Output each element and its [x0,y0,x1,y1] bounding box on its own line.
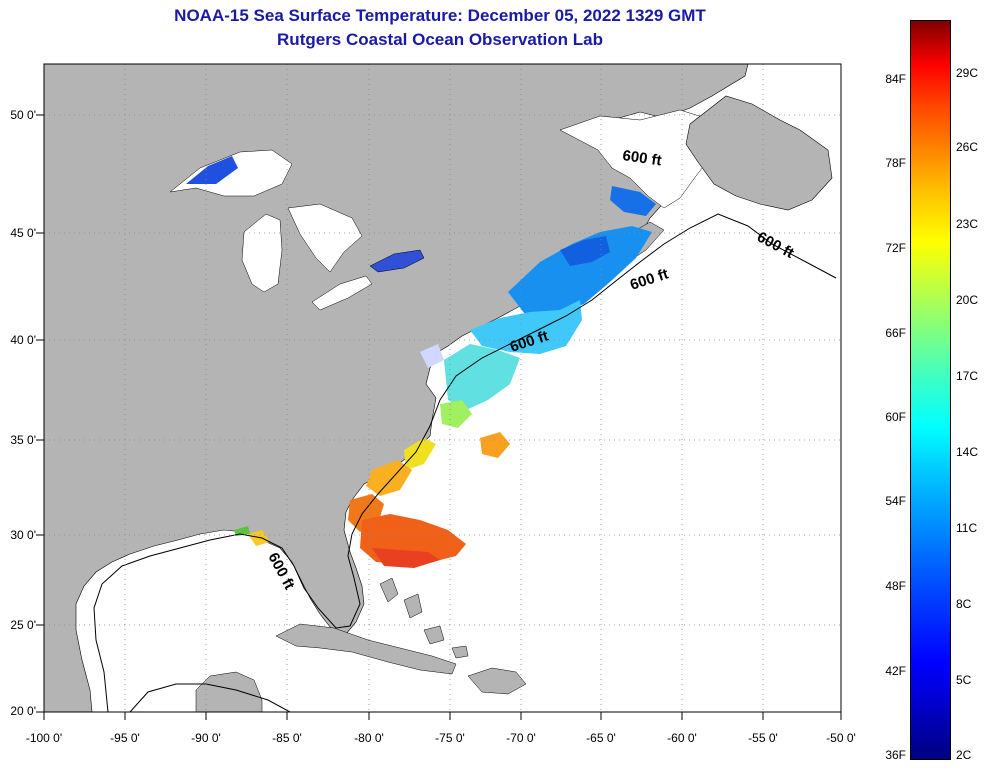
lat-label: 40 0' [10,333,36,347]
sst-map: 600 ft 600 ft 600 ft 600 ft 600 ft [36,63,842,720]
colorbar-f-label: 36F [885,748,906,762]
colorbar-f-label: 48F [885,579,906,593]
colorbar-c-label: 20C [956,293,979,307]
lat-label: 35 0' [10,433,36,447]
lon-label: -80 0' [354,731,384,745]
colorbar-c-label: 26C [956,140,979,154]
lon-label: -85 0' [272,731,302,745]
colorbar-f-label: 42F [885,664,906,678]
colorbar-f-label: 54F [885,494,906,508]
colorbar-c-label: 14C [956,445,979,459]
colorbar-c-label: 11C [956,521,978,535]
colorbar-c-label: 2C [956,748,972,762]
map-frame [43,63,842,713]
lat-label: 45 0' [10,226,36,240]
map-title: NOAA-15 Sea Surface Temperature: Decembe… [174,6,706,25]
land-hispaniola [467,667,527,695]
colorbar-c-label: 5C [956,673,972,687]
land-yucatan [195,671,263,712]
map-subtitle: Rutgers Coastal Ocean Observation Lab [277,30,603,49]
sst-swath-cold [186,156,656,428]
lon-label: -100 0' [25,731,63,745]
colorbar-c-label: 17C [956,369,979,383]
lake-ontario [369,249,425,273]
colorbar-f-label: 84F [885,72,906,86]
lat-label: 20 0' [10,704,36,718]
lat-label: 50 0' [10,108,36,122]
lake-michigan [241,213,283,293]
temperature-colorbar [910,20,951,760]
lon-label: -65 0' [586,731,616,745]
map-ticks [36,114,842,720]
land-bahamas [379,577,469,659]
map-grid [44,64,841,712]
lat-label: 25 0' [10,618,36,632]
contour-label: 600 ft [621,147,662,169]
colorbar-c-label: 23C [956,217,979,231]
land-newfoundland [685,95,833,211]
lake-erie [311,275,373,311]
lon-label: -50 0' [826,731,856,745]
colorbar-f-label: 72F [885,241,906,255]
lon-label: -95 0' [110,731,140,745]
lat-label: 30 0' [10,528,36,542]
lon-label: -60 0' [667,731,697,745]
contour-600ft [93,213,837,712]
sst-swath-warm [234,432,510,568]
lon-label: -75 0' [435,731,465,745]
land-cuba [275,623,457,675]
colorbar-c-label: 8C [956,597,972,611]
colorbar-c-label: 29C [956,66,979,80]
colorbar-f-label: 66F [885,326,906,340]
lon-label: -90 0' [191,731,221,745]
lake-huron [287,203,363,273]
gulf-st-lawrence [559,109,717,209]
lon-label: -70 0' [506,731,536,745]
lon-label: -55 0' [748,731,778,745]
colorbar-f-label: 60F [885,410,906,424]
colorbar-f-label: 78F [885,156,906,170]
